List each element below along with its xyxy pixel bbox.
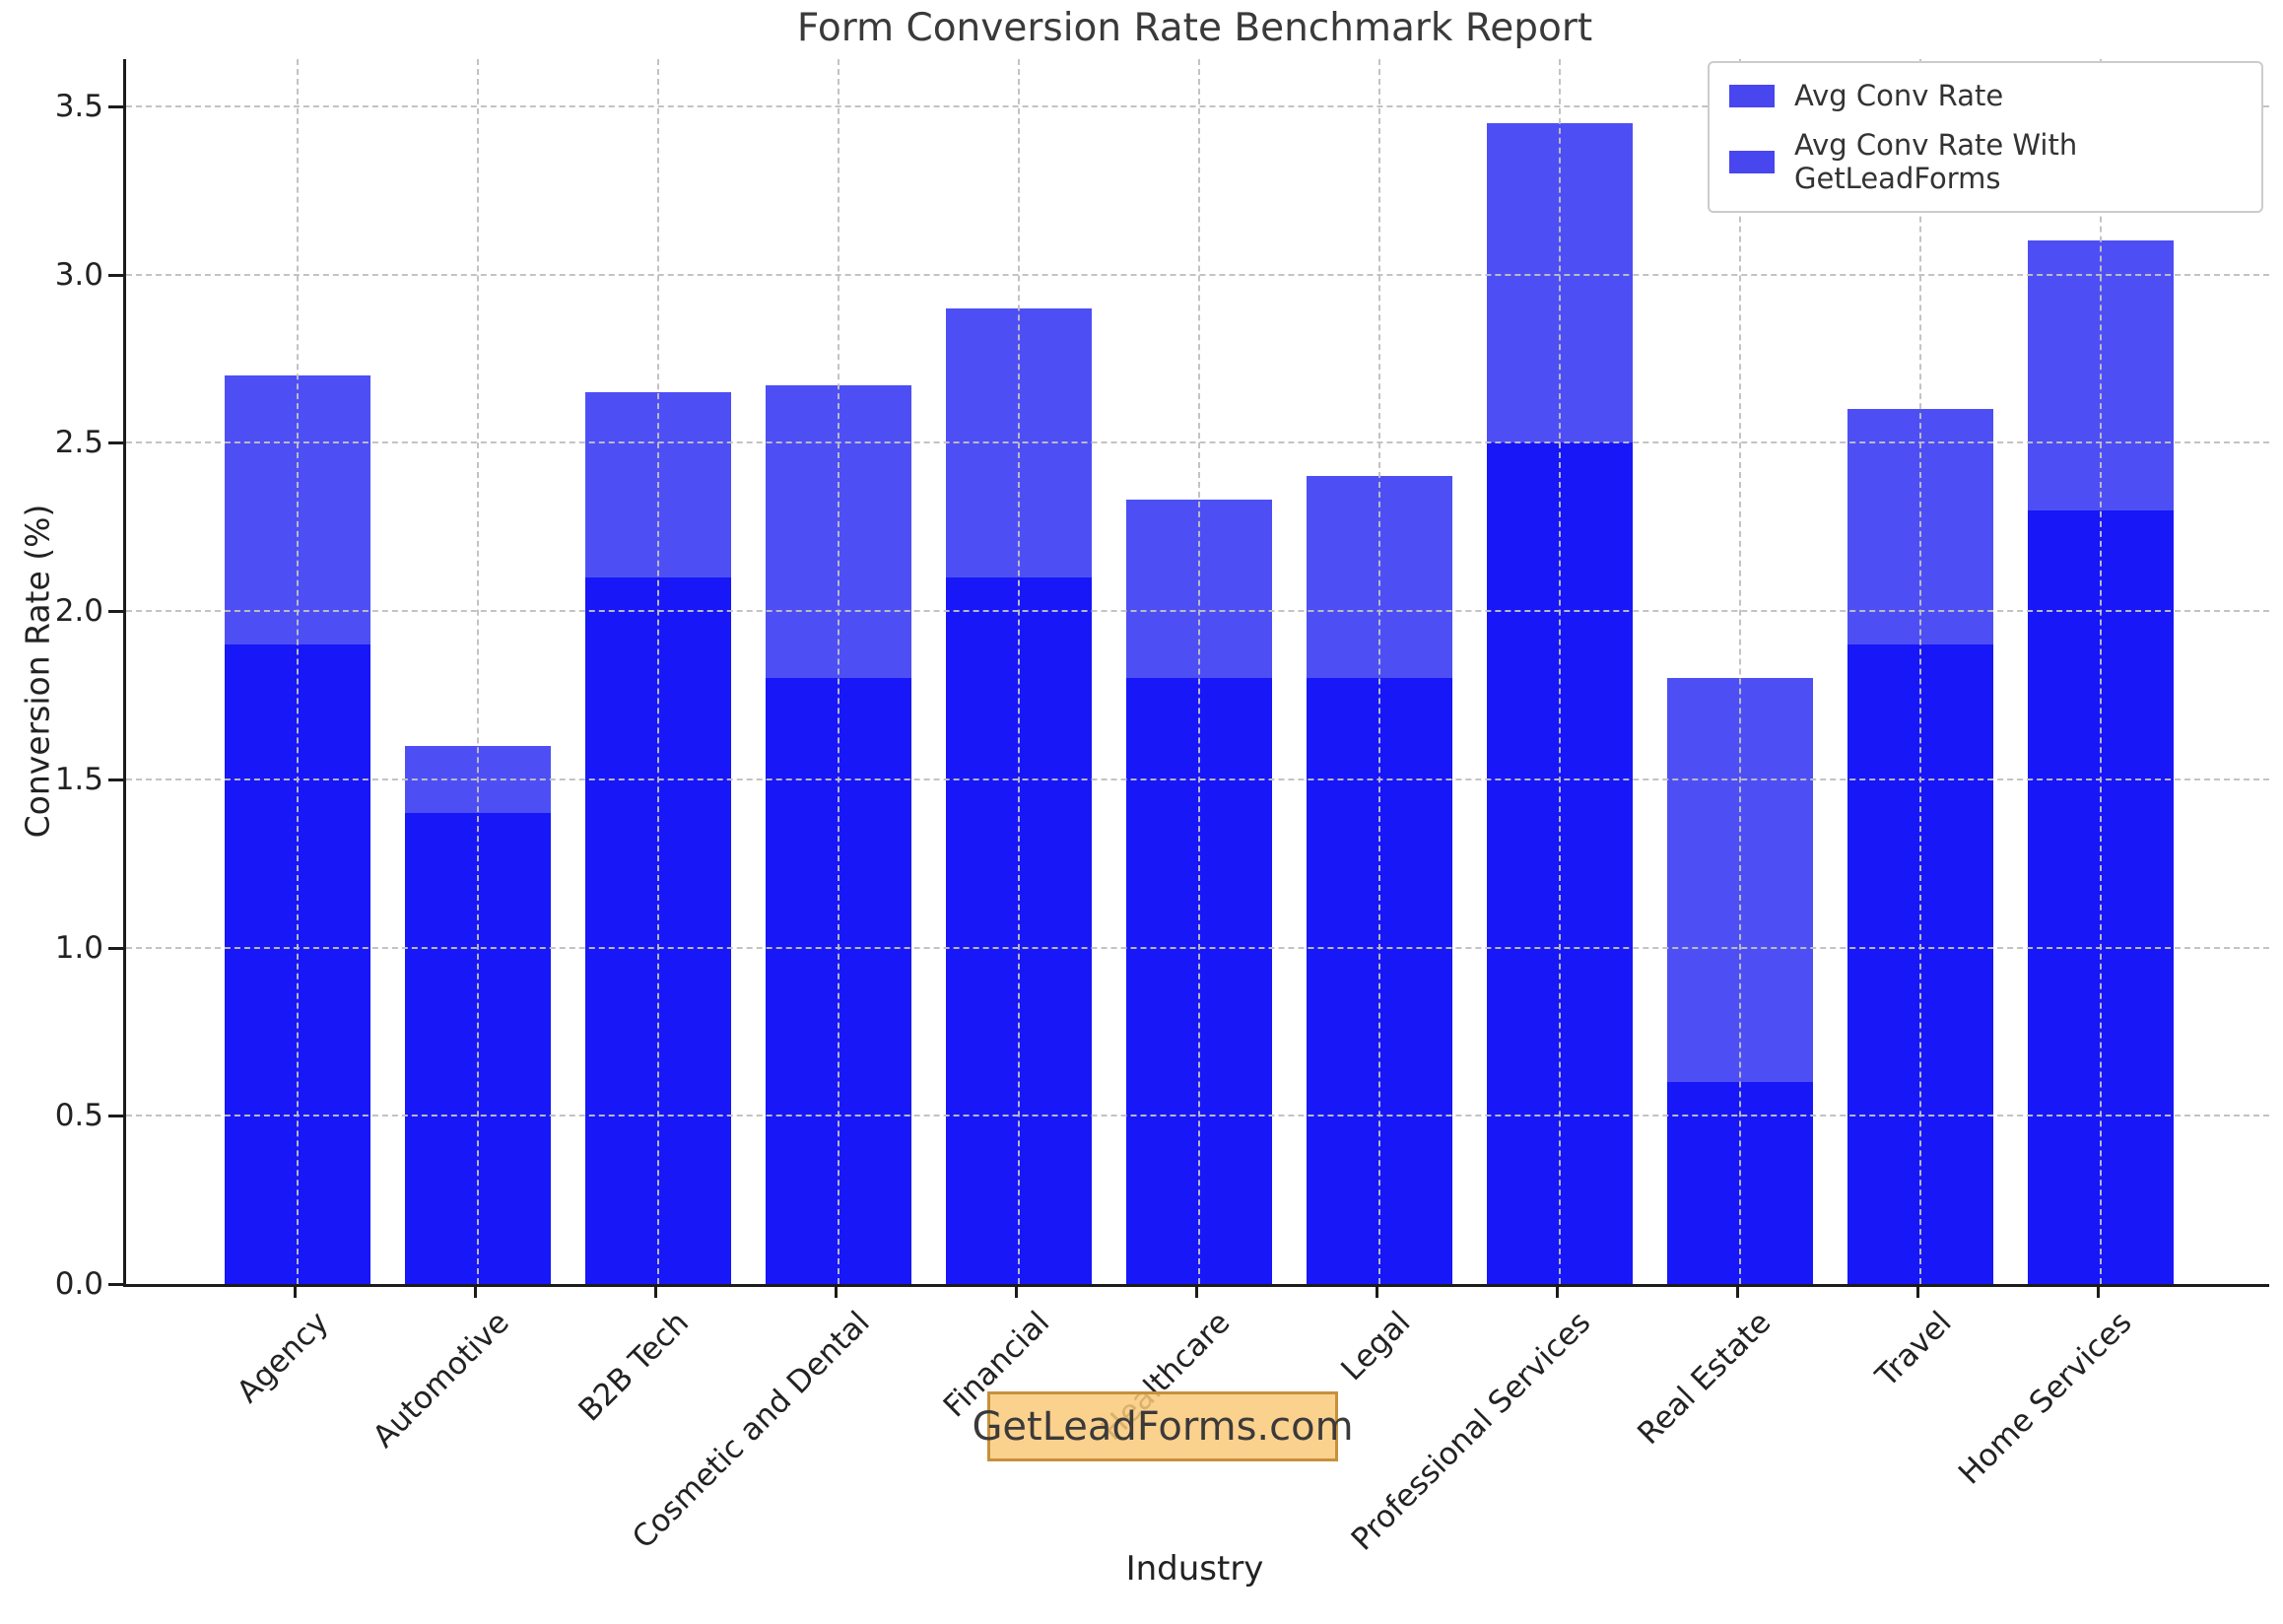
legend-swatch-avg-conv-rate [1729,84,1775,107]
gridline-vertical [297,59,299,1284]
gridline-vertical [1739,59,1741,1284]
x-tick-mark [1015,1284,1018,1298]
x-tick-label: Home Services [1951,1305,2139,1492]
legend: Avg Conv Rate Avg Conv Rate With GetLead… [1708,61,2263,213]
y-tick-label: 0.5 [54,1098,103,1134]
y-tick-mark [108,441,123,445]
x-axis-label: Industry [1125,1549,1264,1589]
gridline-vertical [1919,59,1921,1284]
x-tick-mark [1736,1284,1739,1298]
x-tick-mark [1195,1284,1198,1298]
chart-title: Form Conversion Rate Benchmark Report [796,6,1593,50]
x-tick-label: Automotive [366,1305,516,1455]
y-tick-mark [108,610,123,614]
x-tick-label: Legal [1334,1305,1418,1388]
gridline-vertical [657,59,659,1284]
x-tick-label: Real Estate [1631,1305,1779,1453]
y-tick-label: 2.5 [54,425,103,461]
y-tick-label: 0.0 [54,1266,103,1302]
y-tick-label: 1.5 [54,761,103,797]
x-tick-label: B2B Tech [571,1305,697,1429]
x-tick-label: Travel [1868,1305,1959,1394]
y-tick-label: 3.0 [54,256,103,293]
plot-area [123,59,2269,1287]
gridline-horizontal [126,273,2269,276]
y-tick-mark [108,946,123,950]
gridline-vertical [1198,59,1200,1284]
x-tick-mark [2097,1284,2100,1298]
gridline-horizontal [126,441,2269,444]
legend-item: Avg Conv Rate [1729,79,2242,112]
x-tick-mark [1376,1284,1378,1298]
gridline-vertical [1559,59,1561,1284]
y-tick-label: 3.5 [54,88,103,124]
legend-label: Avg Conv Rate With GetLeadForms [1794,128,2078,195]
y-tick-mark [108,104,123,108]
gridline-vertical [477,59,479,1284]
watermark-badge: GetLeadForms.com [972,1391,1354,1461]
x-tick-mark [474,1284,477,1298]
watermark-text: GetLeadForms.com [972,1403,1354,1450]
gridline-vertical [838,59,839,1284]
y-tick-label: 2.0 [54,593,103,630]
gridline-vertical [1378,59,1380,1284]
x-tick-mark [294,1284,297,1298]
gridline-vertical [1018,59,1020,1284]
y-tick-label: 1.0 [54,929,103,966]
legend-swatch-with-getleadforms [1729,150,1775,173]
y-tick-mark [108,1283,123,1286]
gridline-vertical [2100,59,2102,1284]
gridline-horizontal [126,610,2269,613]
gridline-horizontal [126,1115,2269,1117]
x-tick-mark [1556,1284,1559,1298]
y-tick-mark [108,778,123,781]
x-tick-mark [1916,1284,1919,1298]
y-axis-label: Conversion Rate (%) [18,504,57,839]
y-tick-mark [108,1115,123,1118]
gridline-horizontal [126,104,2269,107]
x-tick-mark [654,1284,657,1298]
x-tick-label: Agency [230,1305,336,1410]
x-tick-mark [835,1284,838,1298]
y-tick-mark [108,273,123,277]
gridline-horizontal [126,778,2269,780]
gridline-horizontal [126,946,2269,949]
legend-item: Avg Conv Rate With GetLeadForms [1729,128,2242,195]
legend-label: Avg Conv Rate [1794,79,2004,112]
